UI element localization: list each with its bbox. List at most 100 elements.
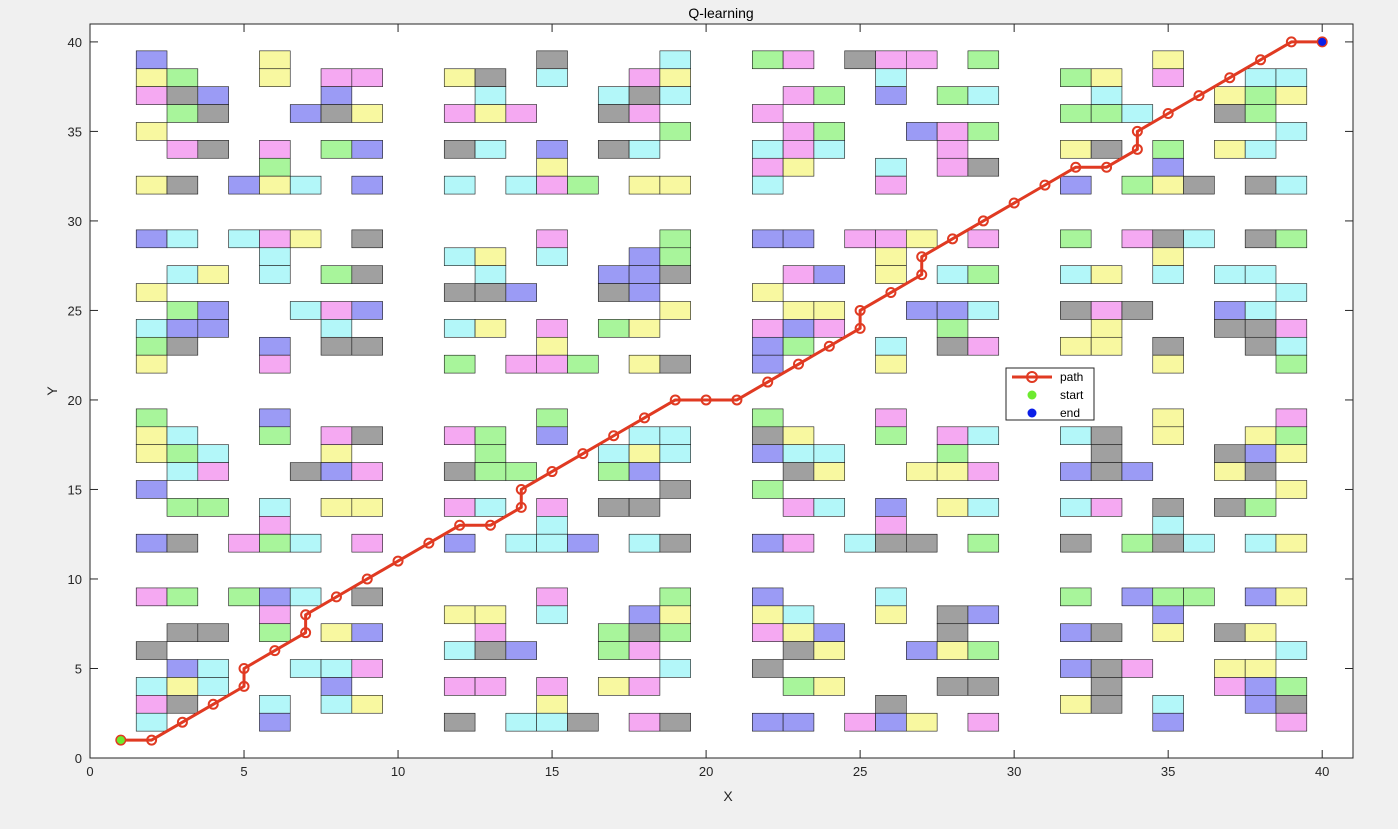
y-tick-label: 20 <box>68 393 82 408</box>
obstacle-cell <box>443 641 476 660</box>
obstacle-cell <box>135 444 168 463</box>
obstacle-cell <box>1275 695 1308 714</box>
obstacle-cell <box>474 641 507 660</box>
path-point <box>423 537 435 549</box>
obstacle-cell <box>1121 587 1154 607</box>
path-point <box>1316 36 1328 48</box>
obstacle-cell <box>259 50 291 70</box>
obstacle-cell <box>289 462 322 481</box>
obstacle-cell <box>782 229 815 249</box>
obstacle-cell <box>351 587 383 607</box>
obstacle-cell <box>443 283 476 302</box>
obstacle-cell <box>166 533 199 553</box>
obstacle-cell <box>936 319 969 338</box>
obstacle-cell <box>1152 247 1184 266</box>
obstacle-cell <box>259 605 291 625</box>
x-tick-label: 35 <box>1161 764 1175 779</box>
obstacle-cell <box>1152 265 1184 284</box>
obstacle-cell <box>320 695 353 714</box>
obstacle-cell <box>1244 444 1277 463</box>
obstacle-cell <box>135 122 168 141</box>
path-point <box>1162 108 1174 120</box>
obstacle-cell <box>351 462 383 481</box>
obstacle-cell <box>1060 68 1092 87</box>
obstacle-cell <box>782 265 815 284</box>
obstacle-cell <box>659 86 691 105</box>
obstacle-cell <box>1090 265 1123 284</box>
obstacle-cell <box>782 157 815 177</box>
path-point <box>916 269 928 281</box>
obstacle-cell <box>751 229 784 249</box>
obstacle-cell <box>567 175 599 195</box>
obstacle-cell <box>228 229 260 249</box>
obstacle-cell <box>1275 408 1308 428</box>
path-point <box>300 609 312 621</box>
obstacle-cell <box>166 301 199 320</box>
obstacle-cell <box>474 265 507 284</box>
path-point <box>577 448 589 460</box>
obstacle-cell <box>1275 641 1308 660</box>
obstacle-cell <box>474 444 507 463</box>
obstacle-cell <box>1275 533 1308 553</box>
obstacle-cell <box>320 104 353 123</box>
obstacle-cell <box>1275 354 1308 374</box>
obstacle-cell <box>1275 229 1308 249</box>
obstacle-cell <box>320 426 353 445</box>
obstacle-cell <box>135 229 168 249</box>
obstacle-cell <box>782 140 815 159</box>
obstacle-cell <box>813 498 846 517</box>
obstacle-cell <box>628 712 661 732</box>
obstacle-cell <box>320 68 353 87</box>
obstacle-cell <box>1244 426 1277 445</box>
obstacle-cell <box>259 175 291 195</box>
obstacle-cell <box>751 533 784 553</box>
obstacle-cell <box>474 462 507 481</box>
obstacle-cell <box>536 605 568 625</box>
obstacle-cell <box>1152 695 1184 714</box>
obstacle-cell <box>536 677 568 696</box>
x-tick-label: 10 <box>391 764 405 779</box>
obstacle-cell <box>1152 336 1184 356</box>
obstacle-cell <box>320 86 353 105</box>
obstacle-cell <box>1060 533 1092 553</box>
path-point <box>1039 179 1051 191</box>
obstacle-cell <box>597 462 630 481</box>
obstacle-cell <box>967 641 1000 660</box>
obstacle-cell <box>1152 354 1184 374</box>
obstacle-cell <box>1152 498 1184 517</box>
obstacle-cell <box>782 677 815 696</box>
obstacle-cell <box>197 677 229 696</box>
obstacle-cell <box>659 623 691 642</box>
legend-start-label: start <box>1060 388 1084 402</box>
obstacle-cell <box>351 68 383 87</box>
path-point <box>176 716 188 728</box>
obstacle-cell <box>628 319 661 338</box>
obstacle-cell <box>166 175 199 195</box>
obstacle-cell <box>505 283 537 302</box>
obstacle-cell <box>875 229 907 249</box>
obstacle-cell <box>320 677 353 696</box>
obstacle-cell <box>259 498 291 517</box>
obstacle-cell <box>320 659 353 678</box>
obstacle-cell <box>351 659 383 678</box>
obstacle-cell <box>135 695 168 714</box>
path-point <box>762 376 774 388</box>
path-point <box>1131 143 1143 155</box>
obstacle-cell <box>474 104 507 123</box>
obstacle-cell <box>320 444 353 463</box>
obstacle-cell <box>197 659 229 678</box>
obstacle-cell <box>751 659 784 678</box>
obstacle-cell <box>597 498 630 517</box>
obstacle-cell <box>1090 677 1123 696</box>
obstacle-cell <box>751 354 784 374</box>
obstacle-cell <box>1244 301 1277 320</box>
obstacle-cell <box>967 533 1000 553</box>
obstacle-cell <box>628 140 661 159</box>
obstacle-cell <box>1060 140 1092 159</box>
obstacle-cell <box>1214 301 1246 320</box>
obstacle-cell <box>166 86 199 105</box>
obstacle-cell <box>967 229 1000 249</box>
obstacle-cell <box>906 229 938 249</box>
obstacle-cell <box>936 462 969 481</box>
obstacle-cell <box>443 498 476 517</box>
